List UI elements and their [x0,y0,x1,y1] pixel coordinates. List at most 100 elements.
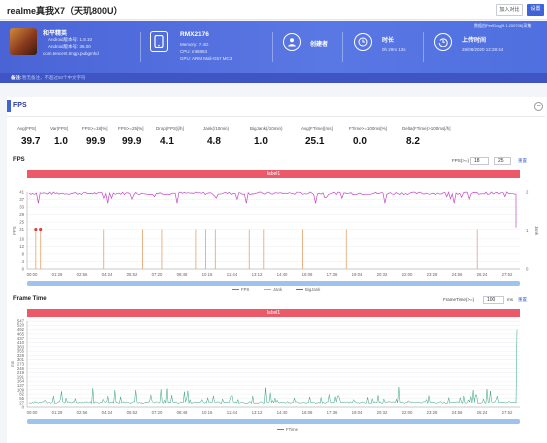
fps-x-tick: 24:56 [452,272,463,277]
stat-label: FPS>=25[%] [118,126,144,131]
frametime-y-tick: 109 [17,387,25,392]
frametime-reset-link[interactable]: 重置 [518,297,527,302]
fps-y-tick: 4 [22,259,25,264]
fps-y2-tick: 1 [526,228,529,233]
frametime-x-tick: 04:24 [102,410,113,415]
stat-value: 1.0 [254,136,268,147]
fps-chart-title: FPS [13,157,25,163]
stat-label: Var(FPS) [50,126,69,131]
stat-value: 25.1 [305,136,325,147]
frametime-y-tick: 0 [22,405,25,410]
stat-value: 99.9 [86,136,106,147]
stat-label: FPS>=18[%] [82,126,108,131]
fps-threshold-1[interactable]: 18 [470,157,489,165]
frametime-filter-label: FrameTime(>=) [443,297,475,302]
frametime-threshold[interactable]: 100 [483,296,504,304]
upload-value: 26/08/2020 12:28:44 [462,47,504,52]
page-title: realme真我X7（天玑800U） [7,6,123,16]
frametime-y-tick: 410 [17,340,25,345]
fps-time-scrollbar[interactable] [27,281,520,286]
frametime-time-scrollbar[interactable] [27,419,520,424]
stat-label: Avg(FTime)[ms] [301,126,333,131]
fps-x-tick: 00:00 [27,272,38,277]
fps-x-tick: 27:52 [502,272,513,277]
fps-x-tick: 05:52 [127,272,138,277]
frametime-series-line [28,329,518,405]
fps-y2-tick: 2 [526,190,529,195]
fps-y-tick: 12 [19,244,24,249]
fps-y-tick: 29 [19,212,24,217]
frametime-y-tick: 55 [19,396,24,401]
frametime-legend-label: FTime [286,427,299,432]
fps-series-line [28,191,517,228]
section-marker [7,100,11,112]
fps-x-tick: 08:48 [177,272,188,277]
fps-x-tick: 02:56 [77,272,88,277]
fps-filter-label: FPS(>=) [452,158,470,163]
android-version: Android版本号: 1.8.10 [48,37,93,42]
fps-x-tick: 13:12 [252,272,263,277]
fps-x-tick: 10:16 [202,272,213,277]
phone-icon [150,31,168,52]
frametime-y-tick: 82 [19,392,24,397]
fps-x-tick: 14:40 [277,272,288,277]
frametime-x-tick: 20:32 [377,410,388,415]
section-title: FPS [13,102,27,109]
frametime-x-tick: 22:00 [402,410,413,415]
duration-value: 0h 29m 13s [382,47,406,52]
fps-x-tick: 20:32 [377,272,388,277]
frametime-x-tick: 14:40 [277,410,288,415]
fps-x-tick: 11:44 [227,272,238,277]
jank-y-axis-label: Jank [534,226,539,236]
frametime-x-tick: 24:56 [452,410,463,415]
divider [342,32,343,62]
fps-x-tick: 01:28 [52,272,63,277]
remark-text[interactable]: 暂无备注，不超过50个中文字符 [22,75,86,80]
frametime-chart-title: Frame Time [13,296,47,302]
fps-x-tick: 07:20 [152,272,163,277]
frametime-y-tick: 355 [17,349,25,354]
stat-value: 8.2 [406,136,420,147]
frametime-y-tick: 27 [19,400,24,405]
frametime-label-band: label1 [27,309,520,317]
fps-y-axis-label: FPS [12,226,17,234]
frametime-y-tick: 547 [17,319,25,324]
stat-label: Delta(FTime)>100ms[/h] [402,126,451,131]
frametime-y-tick: 137 [17,383,25,388]
game-icon [10,28,37,55]
fps-y-tick: 8 [22,251,25,256]
fps-y-tick: 21 [19,227,24,232]
android-version-2: Android版本号: 36.00 [48,44,91,49]
frametime-x-tick: 13:12 [252,410,263,415]
stat-value: 4.1 [160,136,174,147]
fps-legend-label: FPS [241,287,249,292]
settings-button[interactable]: 设置 [527,4,544,16]
collapse-icon[interactable]: − [534,102,543,111]
frametime-y-tick: 246 [17,366,25,371]
device-memory: Memory: 7.4G [180,42,209,47]
add-compare-button[interactable]: 加入对比 [496,4,523,16]
fps-reset-link[interactable]: 重置 [518,158,527,163]
fps-threshold-2[interactable]: 25 [494,157,511,165]
frametime-y-tick: 301 [17,357,25,362]
clock-icon [354,33,372,51]
frametime-x-tick: 02:56 [77,410,88,415]
divider [272,32,273,62]
frametime-y-tick: 492 [17,327,25,332]
creator-label: 创建者 [310,42,329,48]
device-model: RMX2176 [180,31,209,38]
stat-value: 4.8 [207,136,221,147]
fps-x-tick: 04:24 [102,272,113,277]
frametime-x-tick: 10:16 [202,410,213,415]
frametime-x-tick: 17:36 [327,410,338,415]
divider [140,32,141,62]
remark-bar: 备注: 暂无备注，不超过50个中文字符 [0,73,547,83]
section-divider [7,116,545,117]
fps-x-tick: 16:08 [302,272,313,277]
frametime-x-tick: 07:20 [152,410,163,415]
fps-x-tick: 22:00 [402,272,413,277]
frametime-y-tick: 219 [17,370,25,375]
fps-y-tick: 16 [19,236,24,241]
stat-value: 39.7 [21,136,41,147]
